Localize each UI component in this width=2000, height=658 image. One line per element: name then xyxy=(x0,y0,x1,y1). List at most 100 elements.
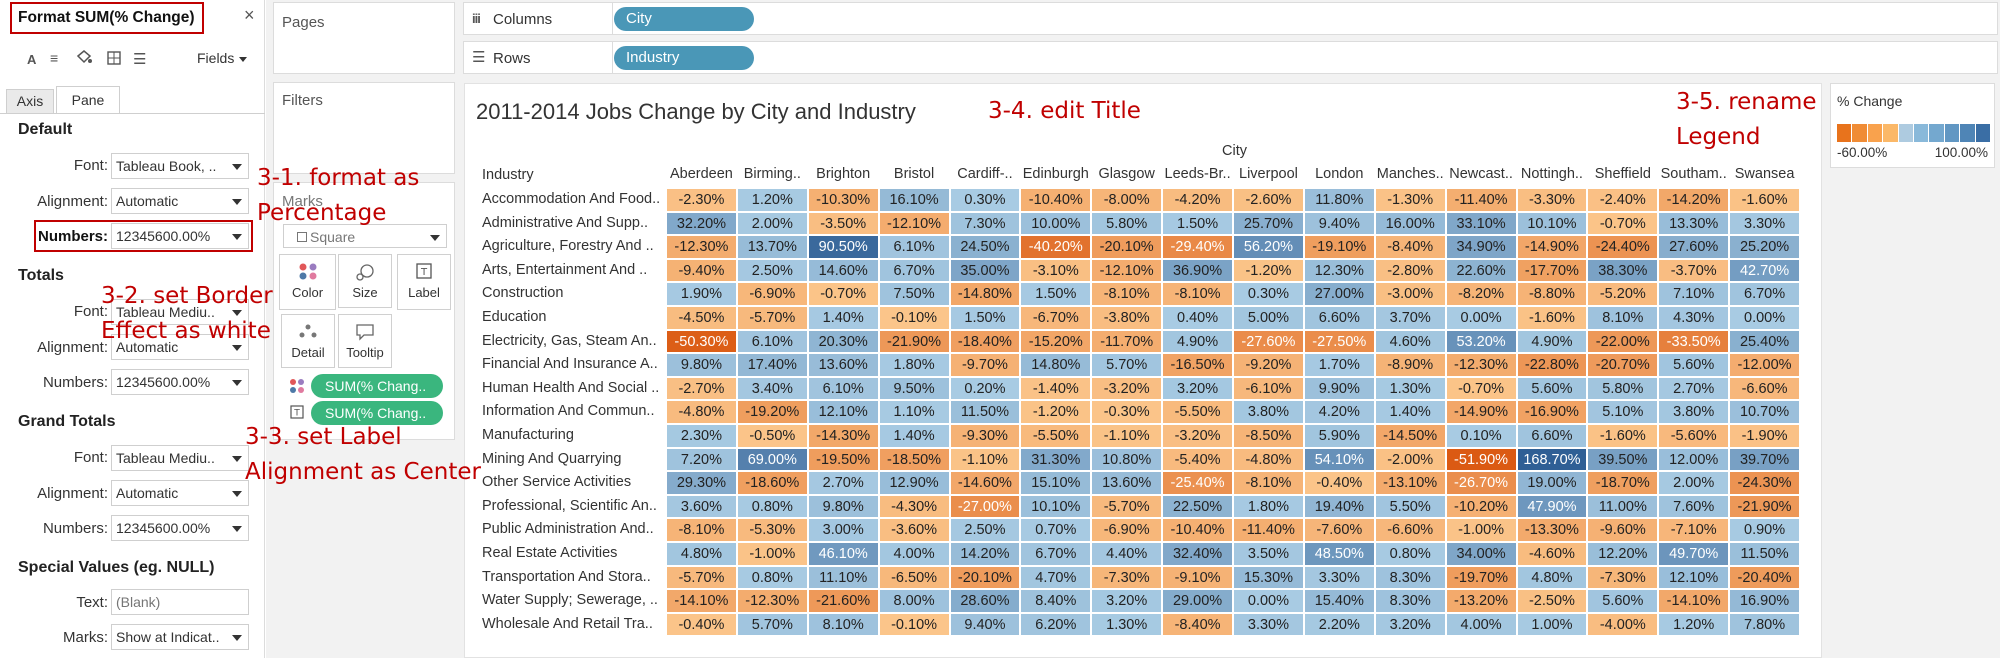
heatmap-cell[interactable]: -5.20% xyxy=(1587,282,1659,306)
heatmap-cell[interactable]: -3.30% xyxy=(1516,188,1588,212)
row-header[interactable]: Administrative And Supp.. xyxy=(482,214,649,231)
heatmap-cell[interactable]: -9.60% xyxy=(1587,518,1659,542)
heatmap-cell[interactable]: -3.20% xyxy=(1091,376,1163,401)
heatmap-cell[interactable]: -12.00% xyxy=(1729,353,1800,377)
heatmap-cell[interactable]: -5.70% xyxy=(666,565,737,590)
heatmap-cell[interactable]: -4.50% xyxy=(666,306,737,330)
row-header[interactable]: Public Administration And.. xyxy=(482,521,654,538)
heatmap-cell[interactable]: -2.80% xyxy=(1374,258,1446,283)
heatmap-cell[interactable]: -8.40% xyxy=(1162,612,1233,637)
heatmap-cell[interactable]: -1.10% xyxy=(1091,424,1163,448)
heatmap-cell[interactable]: -20.10% xyxy=(949,565,1021,590)
heatmap-cell[interactable]: 5.80% xyxy=(1091,211,1163,236)
grand-totals-alignment-select[interactable]: Automatic xyxy=(111,480,249,506)
heatmap-cell[interactable]: 2.70% xyxy=(1658,376,1730,401)
column-header[interactable]: London xyxy=(1315,166,1364,182)
heatmap-cell[interactable]: -3.70% xyxy=(1658,258,1730,283)
heatmap-cell[interactable]: -9.70% xyxy=(949,353,1021,377)
heatmap-cell[interactable]: -9.40% xyxy=(666,258,737,283)
heatmap-cell[interactable]: -14.20% xyxy=(1658,188,1730,212)
heatmap-cell[interactable]: 12.90% xyxy=(878,471,950,495)
row-header[interactable]: Other Service Activities xyxy=(482,474,632,491)
heatmap-cell[interactable]: -0.10% xyxy=(878,612,950,637)
heatmap-cell[interactable]: -7.30% xyxy=(1091,565,1163,590)
heatmap-cell[interactable]: -13.10% xyxy=(1374,471,1446,495)
grand-totals-numbers-select[interactable]: 12345600.00% xyxy=(111,515,249,541)
heatmap-cell[interactable]: 22.50% xyxy=(1162,494,1233,519)
heatmap-cell[interactable]: 0.80% xyxy=(736,565,808,590)
heatmap-cell[interactable]: 11.00% xyxy=(1587,494,1659,519)
heatmap-cell[interactable]: -1.00% xyxy=(1445,518,1517,542)
heatmap-cell[interactable]: 25.40% xyxy=(1729,329,1800,354)
heatmap-cell[interactable]: -4.20% xyxy=(1162,188,1233,212)
heatmap-cell[interactable]: 4.30% xyxy=(1658,306,1730,330)
heatmap-cell[interactable]: 3.30% xyxy=(1233,612,1304,637)
default-numbers-select[interactable]: 12345600.00% xyxy=(111,223,249,249)
heatmap-cell[interactable]: 16.10% xyxy=(878,188,950,212)
row-header[interactable]: Mining And Quarrying xyxy=(482,450,622,467)
heatmap-cell[interactable]: 0.70% xyxy=(1020,518,1092,542)
heatmap-cell[interactable]: 5.00% xyxy=(1233,306,1304,330)
color-field-pill[interactable]: SUM(% Chang.. xyxy=(311,374,443,398)
heatmap-cell[interactable]: -11.40% xyxy=(1233,518,1304,542)
heatmap-cell[interactable]: -18.60% xyxy=(736,471,808,495)
heatmap-cell[interactable]: 7.20% xyxy=(666,447,737,472)
heatmap-cell[interactable]: 32.40% xyxy=(1162,542,1233,566)
heatmap-cell[interactable]: 1.50% xyxy=(949,306,1021,330)
heatmap-cell[interactable]: -4.00% xyxy=(1587,612,1659,637)
heatmap-cell[interactable]: -25.40% xyxy=(1162,471,1233,495)
heatmap-cell[interactable]: -20.70% xyxy=(1587,353,1659,377)
heatmap-cell[interactable]: -50.30% xyxy=(666,329,737,354)
heatmap-cell[interactable]: 5.10% xyxy=(1587,400,1659,424)
column-header[interactable]: Nottingh.. xyxy=(1520,166,1583,182)
heatmap-cell[interactable]: 9.50% xyxy=(878,376,950,401)
column-header[interactable]: Aberdeen xyxy=(669,166,733,182)
columns-pill-city[interactable]: City xyxy=(614,7,754,31)
row-header[interactable]: Agriculture, Forestry And .. xyxy=(482,238,654,255)
close-icon[interactable]: × xyxy=(244,5,255,25)
heatmap-cell[interactable]: -6.50% xyxy=(878,565,950,590)
heatmap-cell[interactable]: 11.50% xyxy=(1729,542,1800,566)
heatmap-cell[interactable]: 13.60% xyxy=(1091,471,1163,495)
heatmap-cell[interactable]: -27.60% xyxy=(1233,329,1304,354)
heatmap-cell[interactable]: 7.10% xyxy=(1658,282,1730,306)
heatmap-cell[interactable]: -4.60% xyxy=(1516,542,1588,566)
heatmap-cell[interactable]: -6.60% xyxy=(1729,376,1800,401)
heatmap-cell[interactable]: 19.00% xyxy=(1516,471,1588,495)
columns-shelf[interactable]: iii Columns City xyxy=(463,2,1998,35)
heatmap-cell[interactable]: 22.60% xyxy=(1445,258,1517,283)
heatmap-cell[interactable]: 1.20% xyxy=(736,188,808,212)
heatmap-cell[interactable]: -5.60% xyxy=(1658,424,1730,448)
heatmap-cell[interactable]: -26.70% xyxy=(1445,471,1517,495)
heatmap-cell[interactable]: 4.90% xyxy=(1516,329,1588,354)
row-header[interactable]: Transportation And Stora.. xyxy=(482,568,651,585)
heatmap-cell[interactable]: 47.90% xyxy=(1516,494,1588,519)
heatmap-cell[interactable]: 36.90% xyxy=(1162,258,1233,283)
heatmap-cell[interactable]: -3.10% xyxy=(1020,258,1092,283)
heatmap-cell[interactable]: -1.60% xyxy=(1729,188,1800,212)
color-legend[interactable]: % Change -60.00% 100.00% xyxy=(1830,83,1995,168)
heatmap-cell[interactable]: -10.20% xyxy=(1445,494,1517,519)
heatmap-cell[interactable]: -10.30% xyxy=(807,188,879,212)
heatmap-cell[interactable]: 29.00% xyxy=(1162,589,1233,613)
heatmap-cell[interactable]: 0.10% xyxy=(1445,424,1517,448)
heatmap-cell[interactable]: 15.10% xyxy=(1020,471,1092,495)
heatmap-cell[interactable]: 10.80% xyxy=(1091,447,1163,472)
heatmap-cell[interactable]: -2.50% xyxy=(1516,589,1588,613)
heatmap-cell[interactable]: 19.40% xyxy=(1303,494,1375,519)
heatmap-cell[interactable]: -9.20% xyxy=(1233,353,1304,377)
heatmap-cell[interactable]: -0.70% xyxy=(1587,211,1659,236)
totals-alignment-select[interactable]: Automatic xyxy=(111,334,249,360)
heatmap-cell[interactable]: -7.10% xyxy=(1658,518,1730,542)
heatmap-cell[interactable]: 2.50% xyxy=(736,258,808,283)
heatmap-cell[interactable]: -1.10% xyxy=(949,447,1021,472)
heatmap-cell[interactable]: 10.10% xyxy=(1516,211,1588,236)
heatmap-cell[interactable]: -22.80% xyxy=(1516,353,1588,377)
heatmap-cell[interactable]: 6.10% xyxy=(736,329,808,354)
heatmap-cell[interactable]: -19.20% xyxy=(736,400,808,424)
heatmap-cell[interactable]: -7.60% xyxy=(1303,518,1375,542)
heatmap-cell[interactable]: -6.60% xyxy=(1374,518,1446,542)
heatmap-cell[interactable]: 4.80% xyxy=(666,542,737,566)
fields-dropdown[interactable]: Fields xyxy=(197,50,235,66)
heatmap-cell[interactable]: -5.70% xyxy=(1091,494,1163,519)
